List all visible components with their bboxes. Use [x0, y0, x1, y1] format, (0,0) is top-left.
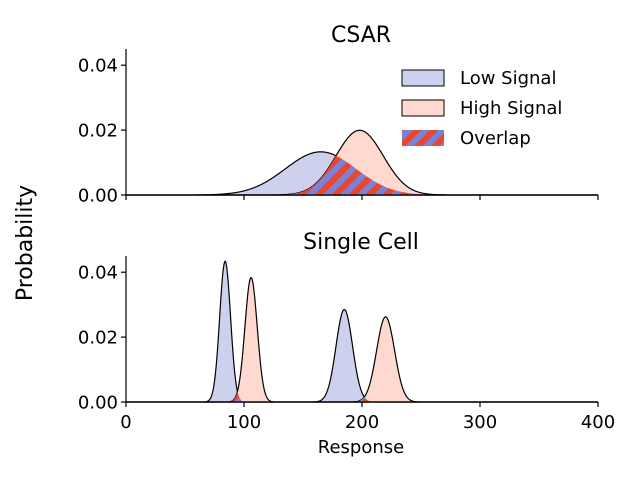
- single-cell-x-tick-label: 200: [345, 412, 379, 433]
- single-cell-title: Single Cell: [303, 230, 419, 255]
- legend-swatch-overlap: [402, 130, 444, 146]
- single-cell-y-tick-label: 0.02: [78, 328, 118, 349]
- single-cell-overlap-area: [126, 391, 598, 402]
- csar-y-tick-label: 0.02: [78, 121, 118, 142]
- single-cell-x-tick-label: 100: [227, 412, 261, 433]
- legend-label-overlap: Overlap: [460, 128, 531, 149]
- single-cell-x-tick-label: 300: [463, 412, 497, 433]
- csar-overlap-area: [126, 155, 598, 195]
- single-cell-panel: Single Cell 0.00 0.02 0.04 0 100 200 300 400: [78, 230, 615, 433]
- legend: Low Signal High Signal Overlap: [401, 68, 562, 149]
- single-cell-x-tick-label: 0: [120, 412, 131, 433]
- legend-label-low-signal: Low Signal: [460, 68, 556, 89]
- csar-y-tick-label: 0.04: [78, 56, 118, 77]
- csar-panel: CSAR 0.00 0.02 0.04: [78, 23, 599, 207]
- legend-swatch-high-signal: [401, 99, 445, 117]
- legend-swatch-low-signal: [401, 69, 445, 87]
- legend-label-high-signal: High Signal: [460, 98, 562, 119]
- csar-plot-area: 0.00 0.02 0.04: [78, 49, 599, 207]
- single-cell-high-signal-curve: [126, 276, 598, 403]
- single-cell-plot-area: 0.00 0.02 0.04 0 100 200 300 400: [78, 256, 615, 433]
- single-cell-low-signal-curve: [126, 260, 598, 403]
- single-cell-y-tick-label: 0.04: [78, 263, 118, 284]
- single-cell-y-tick-label: 0.00: [78, 393, 118, 414]
- single-cell-x-tick-label: 400: [581, 412, 615, 433]
- csar-title: CSAR: [331, 23, 391, 48]
- x-axis-label: Response: [318, 437, 404, 458]
- y-axis-label: Probability: [13, 185, 38, 301]
- csar-y-tick-label: 0.00: [78, 186, 118, 207]
